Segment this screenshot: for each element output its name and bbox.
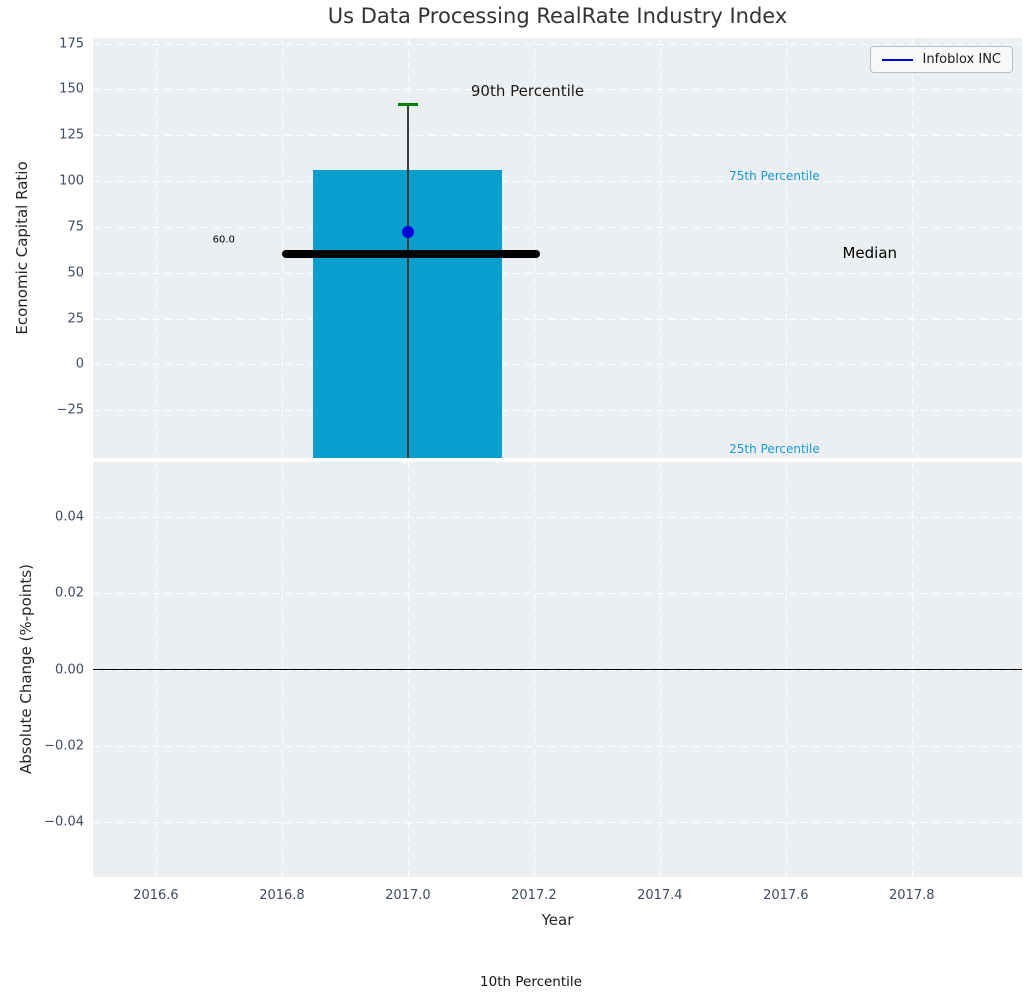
gridline-x-2017.6 [785, 38, 787, 458]
x-tick-label: 2017.0 [385, 888, 431, 903]
legend-label: Infoblox INC [922, 52, 1001, 67]
zero-line [93, 668, 1022, 671]
y-tick-label: 0.00 [55, 662, 84, 677]
y-tick-label: 150 [59, 81, 84, 97]
axes-absolute-change [93, 462, 1022, 877]
y-tick-label: 0 [75, 356, 84, 372]
figure-annotation-10th-percentile: 10th Percentile [480, 974, 582, 990]
y-tick-label: 75 [67, 219, 84, 235]
gridline-y-−25 [93, 410, 1022, 412]
annotation-90th-percentile: 90th Percentile [470, 82, 585, 101]
y-tick-label: 175 [59, 36, 84, 51]
y-tick-label: 100 [59, 173, 84, 189]
gridline-y-0 [93, 364, 1022, 366]
gridline-x-2016.8 [281, 38, 283, 458]
gridline-y-100 [93, 181, 1022, 183]
x-tick-label: 2016.8 [259, 888, 305, 903]
annotation-25th-percentile: 25th Percentile [729, 441, 820, 456]
company-marker-infoblox [401, 226, 414, 239]
gridline-x-2016.6 [155, 38, 157, 458]
annotation-median: Median [842, 243, 898, 262]
gridline-y-0.02 [93, 593, 1022, 595]
annotation-60-0: 60.0 [212, 234, 235, 246]
gridline-y-−0.04 [93, 821, 1022, 823]
annotation-75th-percentile: 75th Percentile [729, 168, 820, 183]
legend-line-icon [881, 58, 913, 61]
gridline-x-2017.8 [911, 38, 913, 458]
y-tick-label: 0.02 [55, 585, 84, 601]
gridline-x-2017.2 [533, 38, 535, 458]
y-tick-label: 125 [59, 127, 84, 143]
gridline-y-175 [93, 43, 1022, 45]
x-tick-label: 2017.6 [763, 888, 809, 903]
x-tick-label: 2017.8 [889, 888, 935, 903]
x-tick-label: 2016.6 [133, 888, 179, 903]
chart-title: Us Data Processing RealRate Industry Ind… [327, 4, 788, 28]
whisker-line [407, 104, 409, 458]
median-line [281, 250, 541, 259]
y-tick-label: −0.04 [44, 814, 84, 830]
legend-infoblox: Infoblox INC [869, 46, 1013, 73]
gridline-y-25 [93, 318, 1022, 320]
gridline-y-−0.02 [93, 745, 1022, 747]
y-tick-label: −25 [56, 402, 84, 418]
y-tick-label: 50 [67, 265, 84, 281]
x-tick-label: 2017.4 [637, 888, 683, 903]
y-tick-label: 0.04 [55, 509, 84, 525]
x-axis-label: Year [541, 911, 574, 929]
gridline-y-50 [93, 272, 1022, 274]
whisker-cap-90th [397, 102, 418, 106]
x-tick-label: 2017.2 [511, 888, 557, 903]
axes-economic-capital-ratio: Infoblox INC 90th Percentile 75th Percent… [93, 38, 1022, 458]
y-tick-label: −0.02 [44, 738, 84, 754]
y-tick-label: 25 [67, 311, 84, 327]
gridline-y-75 [93, 226, 1022, 228]
gridline-y-150 [93, 89, 1022, 91]
gridline-y-125 [93, 135, 1022, 137]
gridline-y-0.04 [93, 517, 1022, 519]
gridline-x-2017.4 [659, 38, 661, 458]
